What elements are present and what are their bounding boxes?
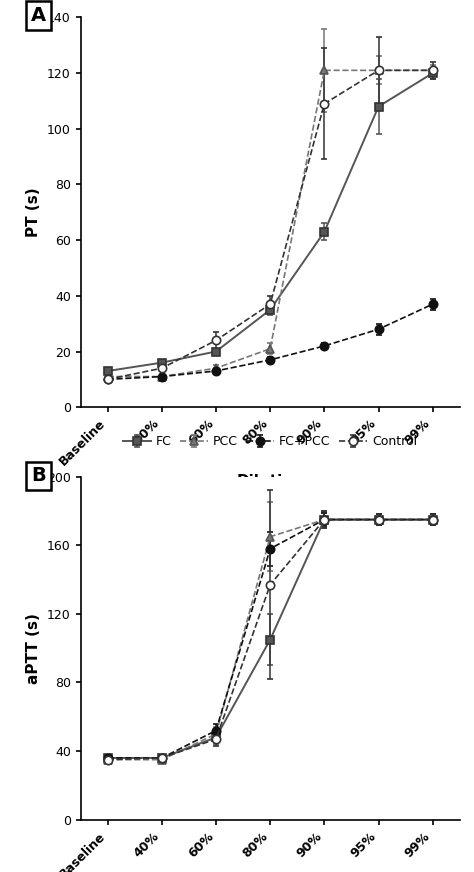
Text: B: B	[31, 467, 46, 486]
Y-axis label: aPTT (s): aPTT (s)	[27, 613, 41, 684]
Legend: FC, PCC, FC+PCC, Control: FC, PCC, FC+PCC, Control	[123, 435, 417, 448]
X-axis label: Dilution: Dilution	[237, 473, 304, 488]
Y-axis label: PT (s): PT (s)	[27, 187, 41, 237]
Text: A: A	[31, 6, 46, 24]
